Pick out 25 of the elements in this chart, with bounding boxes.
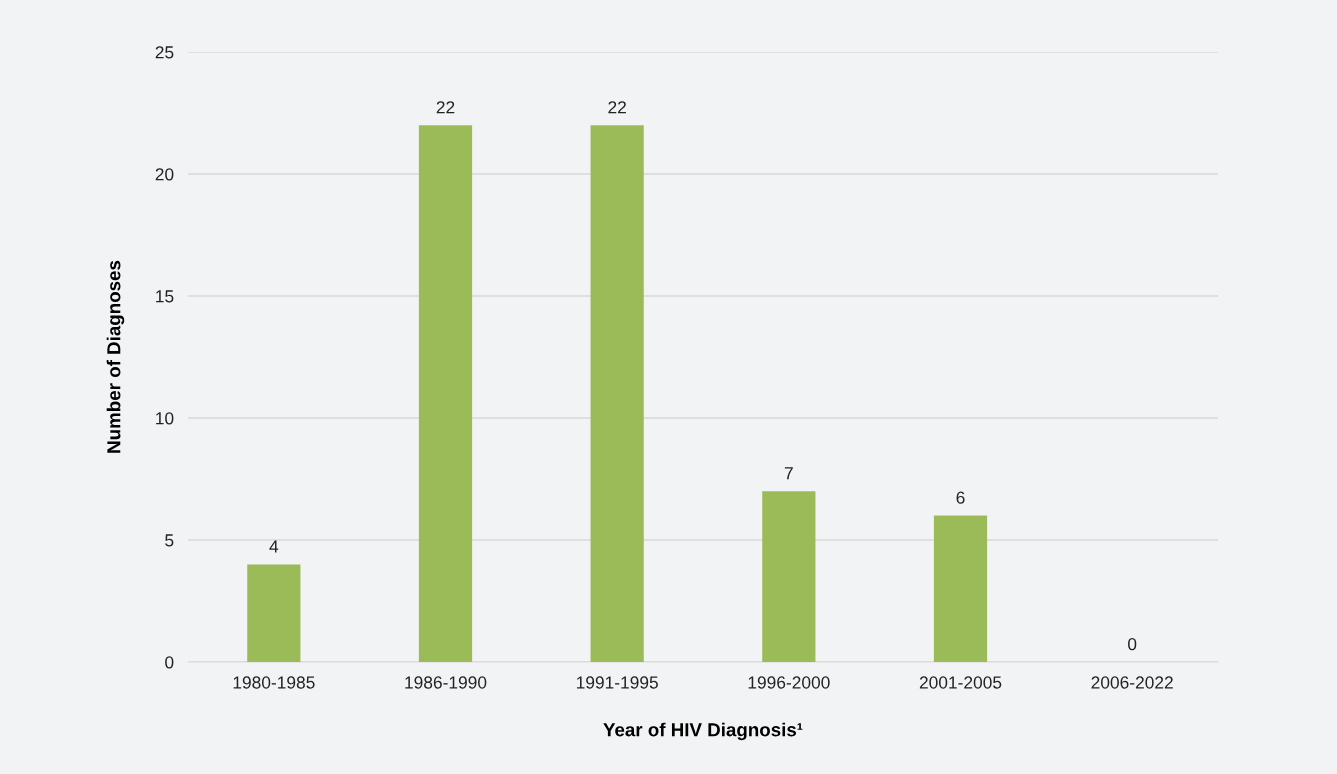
x-tick-label: 1980-1985 — [233, 676, 315, 689]
y-tick-label: 25 — [155, 46, 174, 59]
data-label: 22 — [608, 101, 626, 114]
x-tick-label: 1996-2000 — [748, 676, 830, 689]
x-tick-label: 1986-1990 — [405, 676, 487, 689]
bar — [247, 564, 301, 662]
data-label: 7 — [784, 467, 793, 480]
data-label: 4 — [269, 540, 279, 553]
bar — [590, 125, 644, 662]
data-label: 6 — [956, 491, 965, 504]
bar — [762, 491, 816, 662]
bar — [933, 515, 988, 662]
x-tick-label: 2006-2022 — [1091, 676, 1173, 689]
x-axis-title: Year of HIV Diagnosis¹ — [603, 722, 803, 741]
x-tick-label: 2001-2005 — [919, 676, 1002, 689]
y-tick-label: 5 — [165, 534, 174, 547]
y-tick-label: 0 — [165, 656, 174, 669]
data-label: 0 — [1128, 637, 1137, 651]
x-tick-label: 1991-1995 — [576, 676, 658, 689]
y-axis-title: Number of Diagnoses — [106, 260, 125, 453]
y-tick-label: 10 — [156, 412, 174, 425]
data-label: 22 — [436, 101, 455, 114]
y-tick-label: 15 — [156, 290, 174, 303]
bar — [418, 125, 473, 662]
y-tick-label: 20 — [155, 168, 174, 181]
